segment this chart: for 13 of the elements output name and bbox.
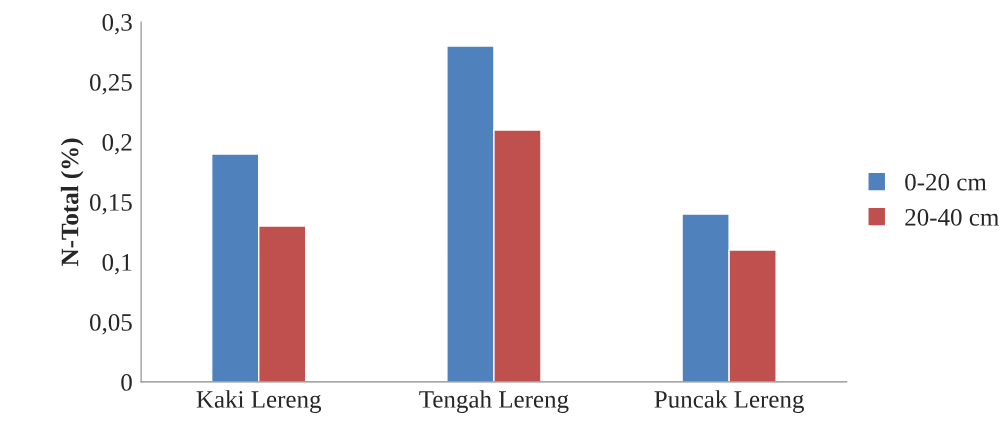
y-tick-label: 0,15 xyxy=(89,193,132,215)
legend-label: 20-40 cm xyxy=(905,208,999,226)
y-tick-label: 0,3 xyxy=(102,14,132,35)
legend-label: 0-20 cm xyxy=(905,173,987,191)
y-tick-label: 0,1 xyxy=(102,253,132,275)
y-tick-label: 0,25 xyxy=(89,74,132,95)
y-axis-title: N-Total (%) xyxy=(60,138,84,266)
y-tick-label: 0,2 xyxy=(102,133,132,155)
x-tick-label: Puncak Lereng xyxy=(654,390,804,414)
y-tick-label: 0 xyxy=(121,373,132,391)
x-tick-label: Tengah Lereng xyxy=(419,390,569,414)
y-tick-label: 0,05 xyxy=(89,313,132,335)
x-tick-label: Kaki Lereng xyxy=(196,390,322,414)
